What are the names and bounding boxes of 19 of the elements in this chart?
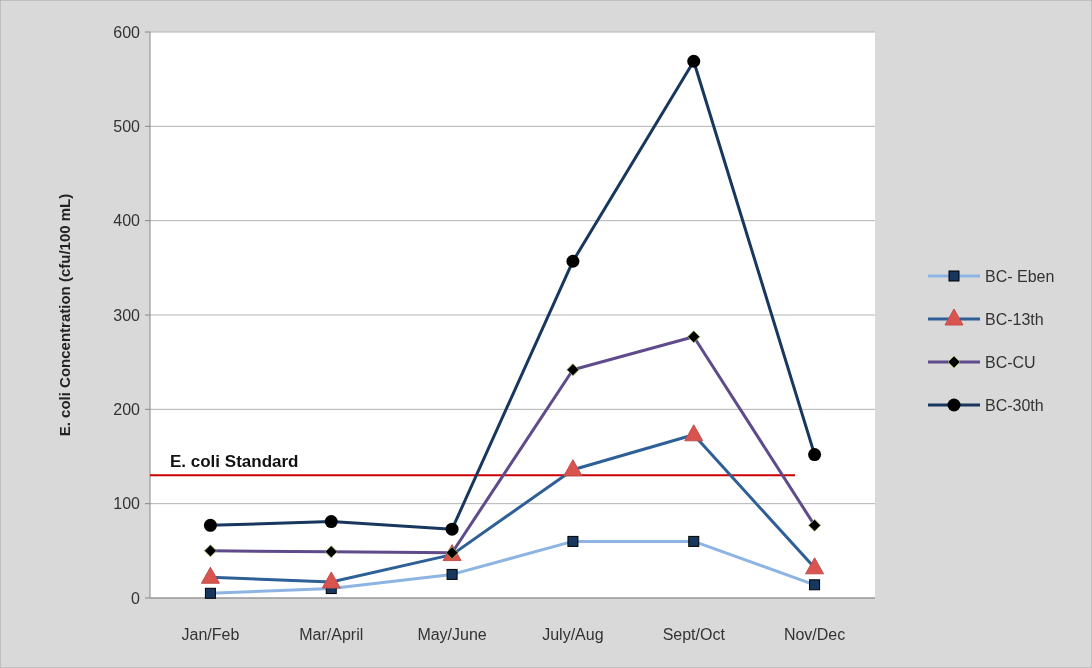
x-tick-label: Sept/Oct [662,626,726,643]
y-tick-label: 200 [113,400,141,418]
y-tick-label: 400 [113,212,141,230]
legend-label: BC-13th [985,310,1044,328]
x-tick-label: May/June [417,626,487,643]
y-tick-label: 300 [113,306,141,324]
y-tick-label: 600 [113,23,141,41]
y-tick-label: 0 [131,589,141,607]
x-tick-label: Mar/April [299,626,364,643]
y-tick-label: 100 [113,495,141,513]
x-tick-label: Nov/Dec [783,626,846,643]
x-tick-label: July/Aug [542,626,604,643]
legend-label: BC-CU [985,353,1036,371]
y-tick-label: 500 [113,117,141,135]
legend-label: BC-30th [985,396,1044,414]
y-axis-title: E. coli Concentration (cfu/100 mL) [56,193,73,437]
x-tick-label: Jan/Feb [181,626,240,643]
legend-label: BC- Eben [985,267,1055,285]
ref-line-label: E. coli Standard [170,452,299,472]
